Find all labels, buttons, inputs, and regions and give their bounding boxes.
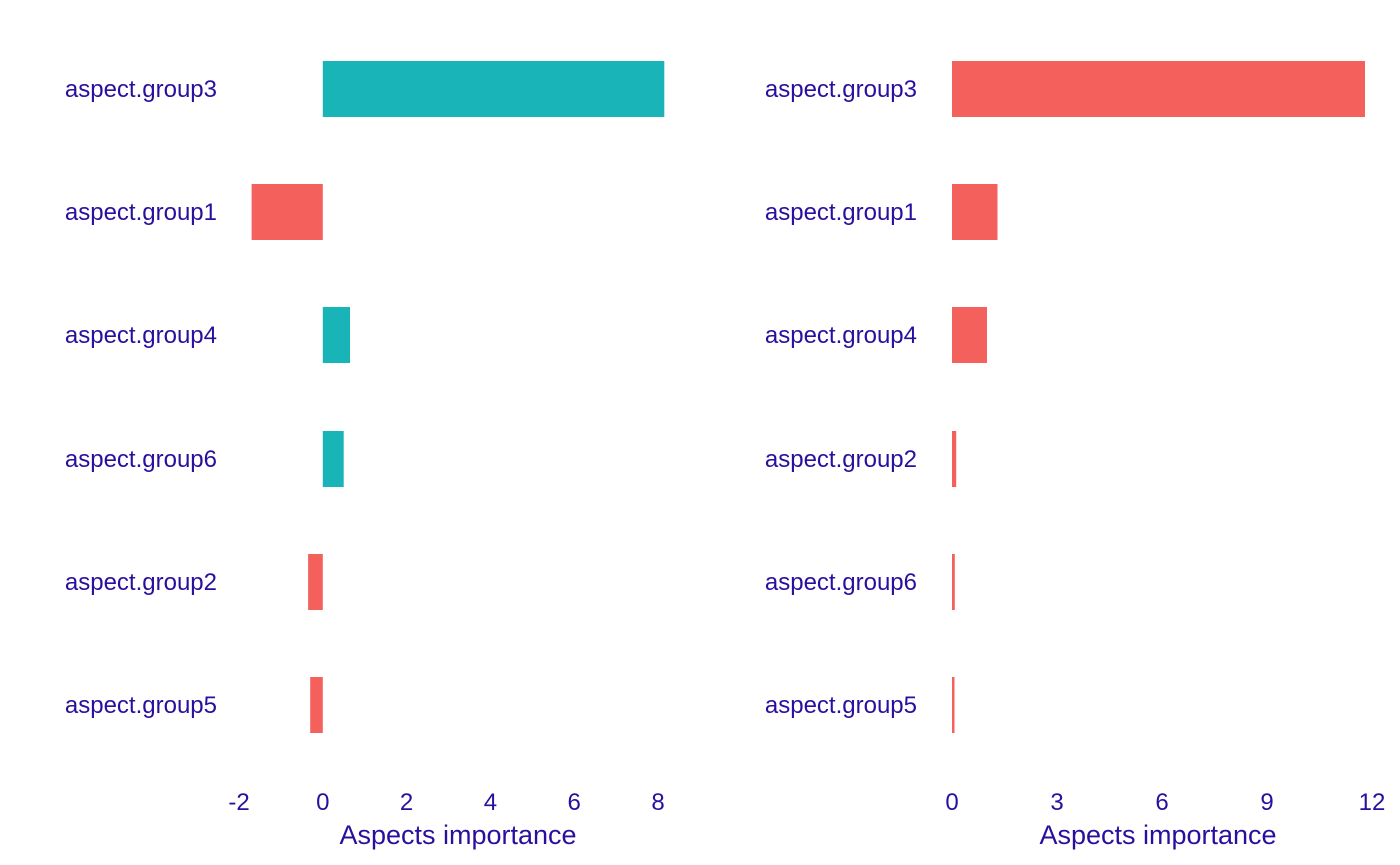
x-tick-label: 3 <box>1050 789 1063 816</box>
x-tick-label: 0 <box>316 789 329 816</box>
x-tick-label: 6 <box>568 789 581 816</box>
category-label: aspect.group2 <box>765 446 917 473</box>
x-tick-label: 12 <box>1359 789 1386 816</box>
bar-aspect-group1 <box>952 184 998 240</box>
bar-aspect-group2 <box>952 431 957 487</box>
category-label: aspect.group5 <box>65 692 217 719</box>
bar-aspect-group1 <box>251 184 323 240</box>
x-axis-title: Aspects importance <box>1039 820 1276 850</box>
chart-panel-right: aspect.group3 aspect.group1 aspect.group4 a… <box>765 61 1385 850</box>
x-axis-title: Aspects importance <box>339 820 576 850</box>
x-tick-label: 4 <box>484 789 497 816</box>
x-tick-label: 9 <box>1260 789 1273 816</box>
x-tick-label: 8 <box>651 789 664 816</box>
x-tick-label: 6 <box>1155 789 1168 816</box>
bar-aspect-group4 <box>952 307 987 363</box>
category-label: aspect.group4 <box>65 322 217 349</box>
bar-aspect-group2 <box>308 554 323 610</box>
bar-aspect-group6 <box>952 554 955 610</box>
category-label: aspect.group3 <box>65 76 217 103</box>
bar-aspect-group5 <box>310 677 323 733</box>
category-label: aspect.group4 <box>765 322 917 349</box>
x-tick-label: 2 <box>400 789 413 816</box>
category-label: aspect.group3 <box>765 76 917 103</box>
category-label: aspect.group1 <box>765 199 917 226</box>
x-tick-label: -2 <box>228 789 249 816</box>
category-label: aspect.group1 <box>65 199 217 226</box>
category-label: aspect.group6 <box>765 569 917 596</box>
category-label: aspect.group5 <box>765 692 917 719</box>
category-label: aspect.group2 <box>65 569 217 596</box>
bar-aspect-group4 <box>322 307 350 363</box>
bar-aspect-group3 <box>322 61 665 117</box>
chart-panel-left: aspect.group3 aspect.group1 aspect.group4 a… <box>65 61 665 850</box>
bar-aspect-group6 <box>322 431 344 487</box>
category-label: aspect.group6 <box>65 446 217 473</box>
bar-aspect-group3 <box>952 61 1365 117</box>
bar-aspect-group5 <box>952 677 955 733</box>
x-tick-label: 0 <box>945 789 958 816</box>
